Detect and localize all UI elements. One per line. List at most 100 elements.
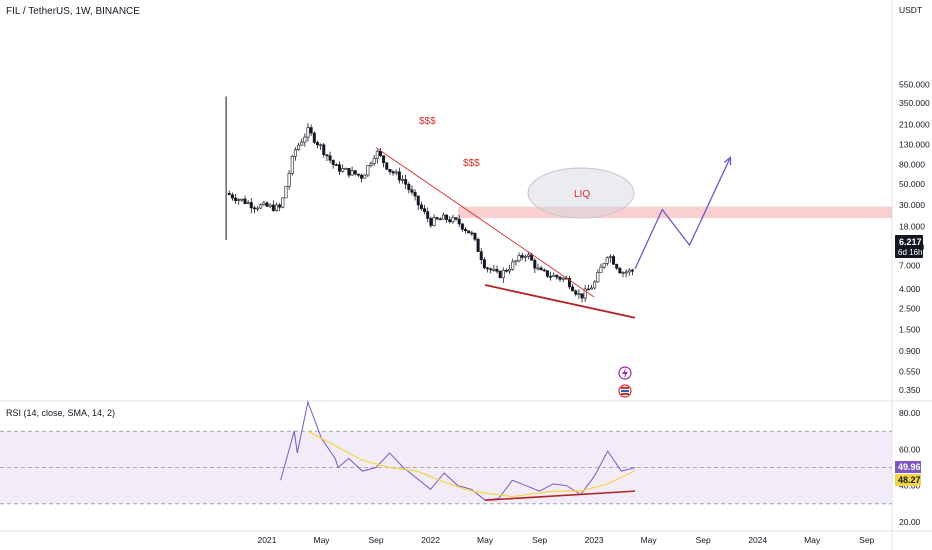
candle-body <box>586 288 590 291</box>
candle-body <box>448 219 452 223</box>
time-tick: Sep <box>696 535 711 545</box>
candle-body <box>309 127 313 134</box>
candle-body <box>552 274 556 277</box>
rsi-ma-value-text: 48.27 <box>898 475 921 485</box>
time-tick: Sep <box>532 535 547 545</box>
candle-body <box>530 254 534 261</box>
time-tick: Sep <box>368 535 383 545</box>
candle-body <box>347 168 351 176</box>
candle-body <box>464 229 468 232</box>
price-tick: 550.000 <box>899 79 930 89</box>
price-tick: 50.000 <box>899 179 925 189</box>
candle-body <box>523 256 527 258</box>
projection-arrowhead <box>723 155 732 166</box>
time-tick: 2022 <box>421 535 440 545</box>
lower-trendline <box>484 284 636 319</box>
candle-body <box>549 275 553 278</box>
candle-body <box>328 155 332 161</box>
candle-body <box>498 270 502 279</box>
candle-body <box>527 254 531 257</box>
price-tick: 350.000 <box>899 98 930 108</box>
candle-body <box>618 268 622 274</box>
candle-body <box>429 218 433 226</box>
price-countdown: 6d 16h <box>898 248 922 257</box>
liquidity-zone-layer <box>457 206 892 219</box>
candle-body <box>300 141 304 146</box>
lightning-icon[interactable] <box>618 366 632 380</box>
candle-body <box>344 168 348 170</box>
candle-body <box>545 270 549 277</box>
candle-body <box>394 171 398 174</box>
candle-body <box>334 164 338 166</box>
candle-body <box>303 136 307 143</box>
price-tick: 210.000 <box>899 119 930 129</box>
candle-body <box>608 256 612 258</box>
price-tick: 30.000 <box>899 200 925 210</box>
candle-body <box>599 266 603 273</box>
candle-body <box>388 168 392 172</box>
candle-body <box>473 232 477 240</box>
candle-body <box>287 173 291 187</box>
projection-layer <box>634 155 732 270</box>
candle-body <box>489 268 493 271</box>
candle-body <box>322 144 326 155</box>
rsi-title: RSI (14, close, SMA, 14, 2) <box>6 408 115 418</box>
rsi-value-text: 49.96 <box>898 462 921 472</box>
candle-body <box>432 217 436 226</box>
candle-body <box>426 211 430 219</box>
candle-body <box>457 218 461 225</box>
rsi-band-layer <box>0 430 892 505</box>
candle-body <box>470 232 474 235</box>
candle-body <box>259 204 263 209</box>
candle-body <box>612 256 616 265</box>
annotation-liq: LIQ <box>574 189 590 200</box>
candle-body <box>630 269 634 272</box>
annotation-dollar-1: $$$ <box>419 116 436 127</box>
candle-body <box>441 214 445 220</box>
candle-body <box>262 202 266 206</box>
candle-body <box>615 264 619 269</box>
time-tick: 2021 <box>258 535 277 545</box>
candle-body <box>312 132 316 143</box>
candle-body <box>246 202 250 204</box>
candle-body <box>268 204 272 207</box>
candle-body <box>602 262 606 268</box>
candle-body <box>558 276 562 280</box>
candle-body <box>227 192 231 196</box>
candle-body <box>416 195 420 206</box>
candle-body <box>413 191 417 197</box>
candle-body <box>536 267 540 270</box>
candle-body <box>495 269 499 272</box>
candle-body <box>533 259 537 269</box>
candle-body <box>517 255 521 262</box>
candle-body <box>385 162 389 170</box>
price-tick: 80.000 <box>899 159 925 169</box>
candle-body <box>256 207 260 210</box>
candle-body <box>315 142 319 146</box>
flag-icon[interactable] <box>618 384 632 398</box>
price-label: 6.217 6d 16h <box>895 235 923 258</box>
candle-body <box>271 204 275 211</box>
candle-body <box>401 179 405 181</box>
candle-body <box>577 293 581 296</box>
candle-body <box>627 269 631 273</box>
candle-body <box>501 269 505 279</box>
price-tick: 1.500 <box>899 325 921 335</box>
candle-body <box>331 159 335 165</box>
candle-body <box>240 198 244 201</box>
candle-body <box>492 269 496 271</box>
rsi-trendline <box>485 490 636 502</box>
liq-ellipse <box>527 167 635 219</box>
rsi-ma-value-label: 48.27 <box>895 474 921 486</box>
candle-body <box>467 230 471 234</box>
candle-body <box>482 259 486 269</box>
candle-body <box>297 144 301 150</box>
candle-body <box>555 274 559 278</box>
candle-body <box>514 260 518 263</box>
price-tick: 0.900 <box>899 346 921 356</box>
time-tick: 2024 <box>748 535 767 545</box>
candle-body <box>583 288 587 299</box>
candle-body <box>375 150 379 159</box>
candle-body <box>508 268 512 272</box>
candle-body <box>571 286 575 292</box>
